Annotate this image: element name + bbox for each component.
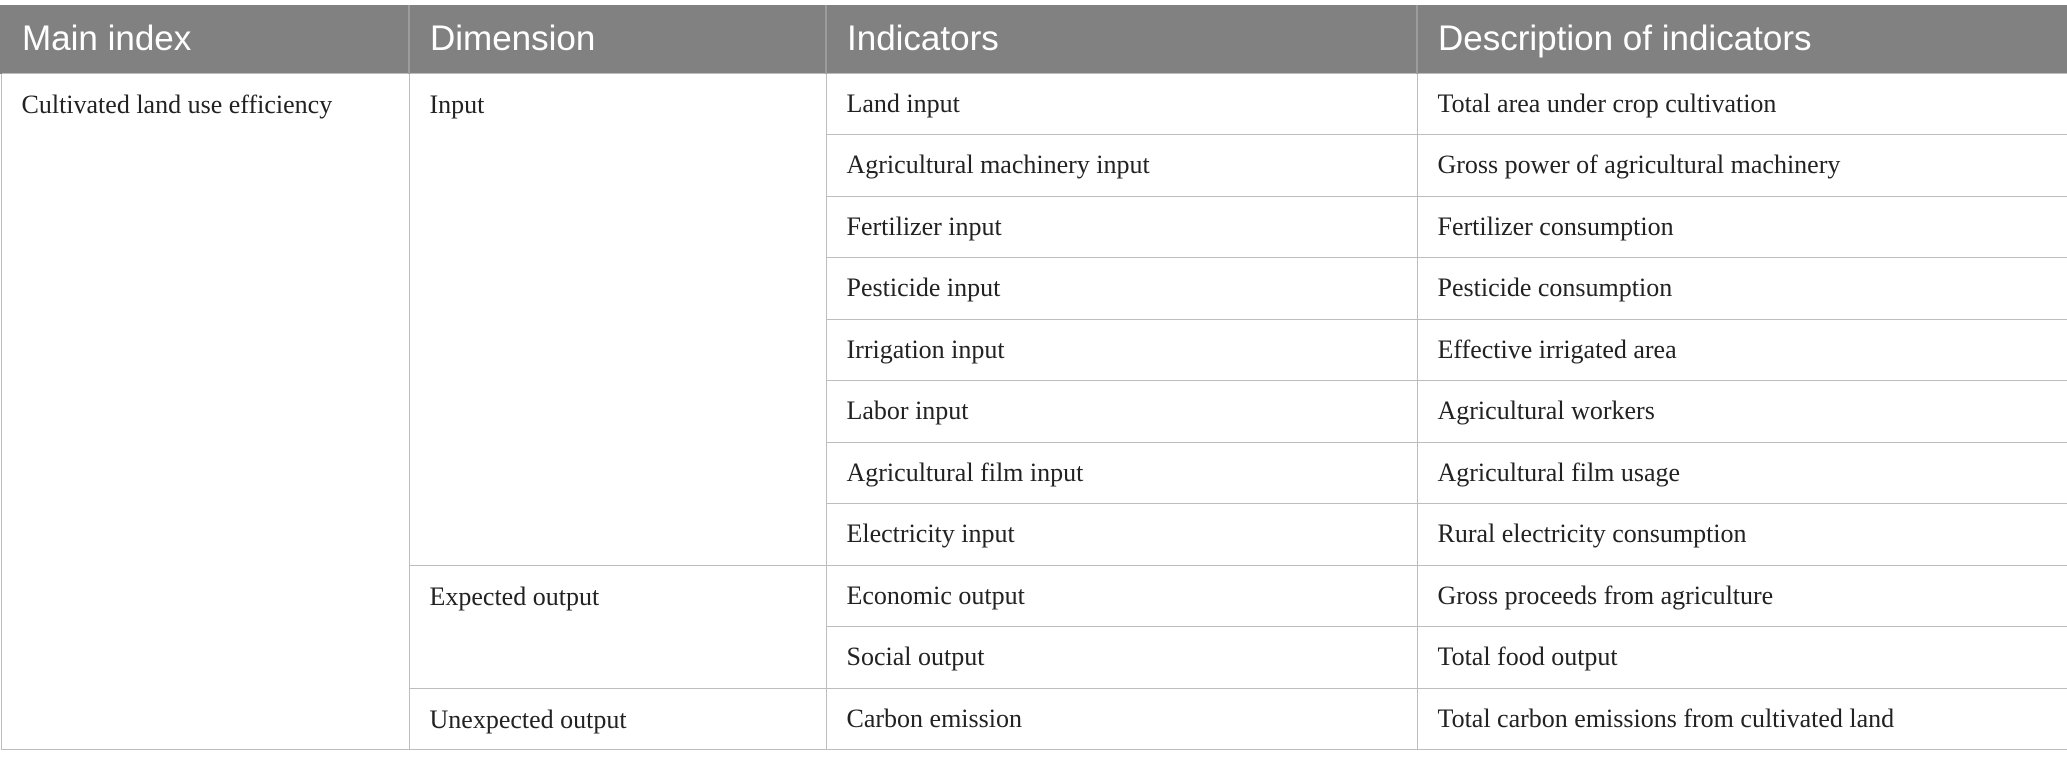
table-row: Cultivated land use efficiency Input Lan… (0, 72, 2067, 750)
dimension-cell: Input (408, 72, 827, 566)
indicator-cell: Pesticide input (825, 257, 1418, 320)
indicator-cell: Agricultural machinery input (825, 134, 1418, 197)
description-cell: Total food output (1416, 626, 2067, 689)
header-row: Main index Dimension Indicators Descript… (0, 5, 2067, 73)
dimension-cell: Expected output (408, 564, 827, 689)
indicator-cell: Irrigation input (825, 318, 1418, 381)
table-row: Unexpected output Carbon emission Total … (1, 687, 2067, 750)
indicator-cell: Fertilizer input (825, 195, 1418, 258)
description-cell: Pesticide consumption (1416, 257, 2067, 320)
description-cell: Fertilizer consumption (1416, 195, 2067, 258)
description-cell: Gross power of agricultural machinery (1416, 134, 2067, 197)
indicator-table: Main index Dimension Indicators Descript… (0, 5, 2067, 750)
indicator-cell: Economic output (825, 564, 1418, 627)
dimension-cell: Unexpected output (408, 687, 827, 750)
header-dimension: Dimension (408, 5, 826, 73)
main-index-cell: Cultivated land use efficiency (0, 72, 410, 750)
description-cell: Agricultural film usage (1416, 441, 2067, 504)
table-row: Electricity input Rural electricity cons… (1, 503, 2067, 566)
table-row: Social output Total food output (1, 626, 2067, 689)
indicator-cell: Agricultural film input (825, 441, 1418, 504)
indicator-cell: Land input (825, 72, 1418, 135)
description-cell: Rural electricity consumption (1416, 503, 2067, 566)
table-row: Labor input Agricultural workers (1, 380, 2067, 443)
header-main-index: Main index (0, 5, 409, 73)
indicator-cell: Carbon emission (825, 687, 1418, 750)
table-row: Fertilizer input Fertilizer consumption (1, 195, 2067, 258)
header-indicators: Indicators (825, 5, 1417, 73)
table-body: Cultivated land use efficiency Input Lan… (0, 72, 2067, 750)
table-row: Expected output Economic output Gross pr… (1, 564, 2067, 689)
header-description: Description of indicators (1416, 5, 2067, 73)
description-cell: Total area under crop cultivation (1416, 72, 2067, 135)
description-cell: Effective irrigated area (1416, 318, 2067, 381)
table-row: Agricultural film input Agricultural fil… (1, 441, 2067, 504)
description-cell: Gross proceeds from agriculture (1416, 564, 2067, 627)
description-cell: Total carbon emissions from cultivated l… (1416, 687, 2067, 750)
indicator-cell: Labor input (825, 380, 1418, 443)
table-header: Main index Dimension Indicators Descript… (0, 5, 2067, 73)
table-row: Pesticide input Pesticide consumption (1, 257, 2067, 320)
table-row: Irrigation input Effective irrigated are… (1, 318, 2067, 381)
indicator-cell: Electricity input (825, 503, 1418, 566)
description-cell: Agricultural workers (1416, 380, 2067, 443)
table-row: Agricultural machinery input Gross power… (1, 134, 2067, 197)
indicator-cell: Social output (825, 626, 1418, 689)
